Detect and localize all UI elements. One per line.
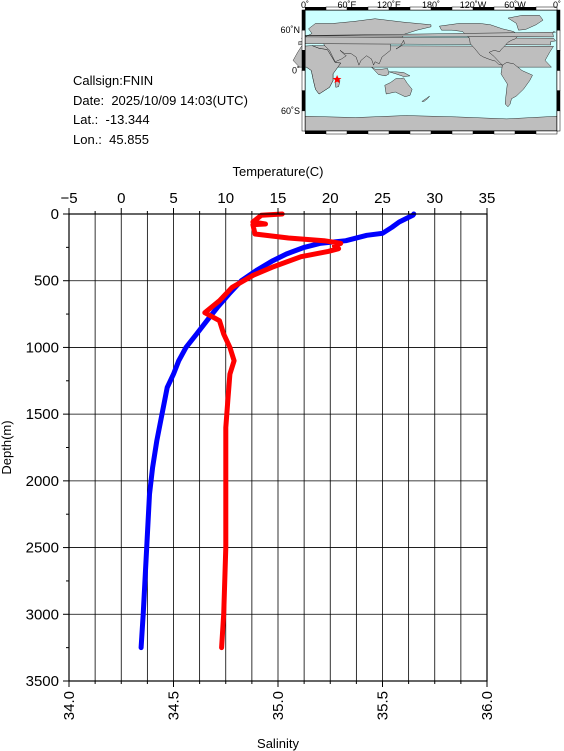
temperature-tick-label: 0 xyxy=(117,190,125,207)
lon-label: Lon.: xyxy=(73,131,102,147)
depth-tick-label: 1500 xyxy=(26,406,59,423)
map-border-bottom xyxy=(535,130,558,135)
salinity-tick-label: 34.5 xyxy=(166,691,183,720)
star-icon xyxy=(332,75,342,84)
depth-tick-label: 500 xyxy=(34,273,59,290)
location-map: 0˚ 60˚E 120˚E 180˚ 120˚W 60˚W 0˚ 60˚N 0˚ 60˚S xyxy=(280,0,561,135)
lon-line: Lon.: 45.855 xyxy=(73,130,248,150)
map-border-bottom xyxy=(515,131,536,134)
temperature-tick-label: 10 xyxy=(217,190,234,207)
depth-tick-label: 0 xyxy=(51,206,59,223)
map-border-bottom xyxy=(305,131,326,134)
map-lon-label: 60˚E xyxy=(337,0,356,10)
map-border-top xyxy=(535,6,558,11)
salinity-tick-label: 35.5 xyxy=(375,691,392,720)
map-lon-label: 0˚ xyxy=(553,0,561,10)
map-lat-label: 0˚ xyxy=(292,66,300,76)
depth-tick-label: 1000 xyxy=(26,339,59,356)
map-border-top xyxy=(347,7,368,10)
temperature-tick-label: 15 xyxy=(270,190,287,207)
map-lon-label: 180˚ xyxy=(422,0,440,10)
map-lat-label: 60˚N xyxy=(280,25,300,35)
salinity-tick-label: 36.0 xyxy=(479,691,496,720)
land-8 xyxy=(421,95,430,102)
map-lon-label: 120˚W xyxy=(460,0,487,10)
map-lat-label: 60˚S xyxy=(281,106,300,116)
salinity-tick-label: 34.0 xyxy=(61,691,78,720)
depth-tick-label: 2500 xyxy=(26,540,59,557)
callsign-label: Callsign: xyxy=(73,73,123,88)
land-5 xyxy=(388,71,411,77)
map-lon-label: 0˚ xyxy=(301,0,309,10)
map-border-right xyxy=(556,110,561,132)
map-border-left xyxy=(301,110,306,132)
salinity-profile-line xyxy=(202,211,344,651)
map-border-bottom xyxy=(347,131,368,134)
map-border-bottom xyxy=(431,131,452,134)
lat-value: -13.344 xyxy=(105,112,150,127)
date-label: Date: xyxy=(73,92,105,108)
date-value: 2025/10/09 14:03(UTC) xyxy=(111,92,248,108)
map-border-top xyxy=(431,7,452,10)
temperature-tick-label: 30 xyxy=(426,190,443,207)
lon-value: 45.855 xyxy=(109,131,149,147)
map-border-bottom xyxy=(473,131,494,134)
station-info: Callsign:FNIN Date: 2025/10/09 14:03(UTC… xyxy=(73,71,248,149)
temperature-profile-line xyxy=(138,211,417,651)
temperature-tick-label: 35 xyxy=(479,190,496,207)
callsign-line: Callsign:FNIN xyxy=(73,71,248,91)
land-7 xyxy=(384,77,413,97)
depth-tick-label: 2000 xyxy=(26,473,59,490)
map-border-top xyxy=(473,7,494,10)
map-border-top xyxy=(515,7,536,10)
temperature-axis-title: Temperature(C) xyxy=(232,164,323,179)
land-4 xyxy=(371,66,390,77)
salinity-tick-label: 35.0 xyxy=(270,691,287,720)
depth-axis-title: Depth(m) xyxy=(0,420,14,474)
callsign-value: FNIN xyxy=(122,73,154,88)
map-lon-label: 60˚W xyxy=(504,0,526,10)
temperature-tick-label: 20 xyxy=(322,190,339,207)
land-11 xyxy=(500,62,533,108)
salinity-axis-title: Salinity xyxy=(257,736,299,751)
map-border-bottom xyxy=(389,131,410,134)
map-border-top xyxy=(305,7,326,10)
land-10 xyxy=(507,15,544,31)
land-6 xyxy=(395,39,405,50)
date-line: Date: 2025/10/09 14:03(UTC) xyxy=(73,91,248,111)
temperature-tick-label: 5 xyxy=(169,190,177,207)
lat-label: Lat.: xyxy=(73,112,99,127)
temperature-tick-label: −5 xyxy=(60,190,77,207)
land-13 xyxy=(304,31,556,38)
lat-line: Lat.: -13.344 xyxy=(73,110,248,130)
map-border-top xyxy=(389,7,410,10)
depth-tick-label: 3000 xyxy=(26,606,59,623)
temperature-tick-label: 25 xyxy=(374,190,391,207)
depth-tick-label: 3500 xyxy=(26,673,59,690)
map-lon-label: 120˚E xyxy=(377,0,401,10)
